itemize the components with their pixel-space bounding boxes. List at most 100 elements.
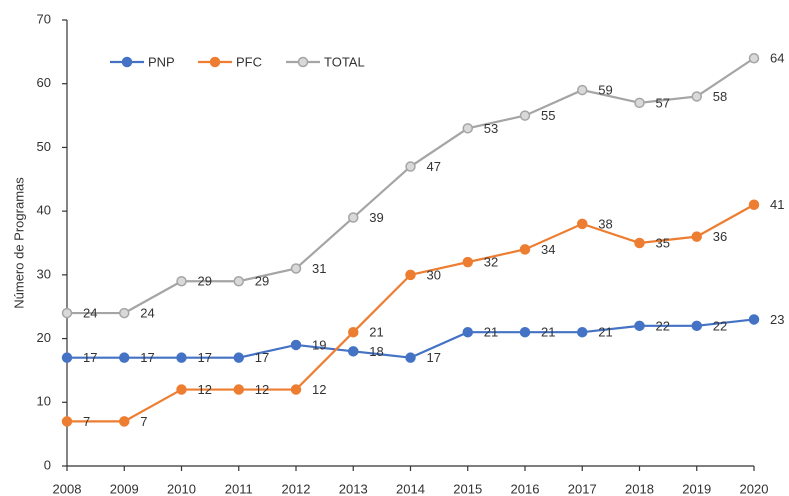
x-tick-label: 2014 [396, 481, 425, 496]
point [119, 416, 130, 427]
point [61, 416, 73, 427]
data-label: 12 [198, 382, 212, 397]
point [119, 352, 130, 363]
point [748, 52, 760, 64]
data-label: 30 [427, 267, 441, 282]
point [61, 352, 73, 363]
point [748, 199, 760, 211]
x-tick-label: 2009 [110, 481, 139, 496]
data-label: 35 [656, 235, 670, 250]
point [691, 231, 702, 242]
point [577, 326, 588, 338]
data-label: 53 [484, 121, 498, 136]
data-label: 47 [427, 159, 441, 174]
data-label: 12 [312, 382, 326, 397]
y-axis-label: Número de Programas [11, 177, 26, 309]
point [519, 244, 531, 255]
point [519, 326, 531, 338]
y-tick-label: 50 [37, 139, 51, 154]
point [119, 307, 130, 319]
point [634, 97, 645, 109]
x-tick-label: 2016 [511, 481, 540, 496]
data-label: 64 [770, 51, 784, 66]
x-tick-label: 2013 [339, 481, 368, 496]
data-label: 58 [713, 89, 727, 104]
data-label: 21 [484, 325, 498, 340]
series-line [67, 203, 755, 423]
data-label: 23 [770, 312, 784, 327]
data-label: 29 [255, 274, 269, 289]
data-label: 24 [140, 306, 154, 321]
data-label: 18 [369, 344, 383, 359]
data-label: 12 [255, 382, 269, 397]
data-label: 41 [770, 197, 784, 212]
data-label: 39 [369, 210, 383, 225]
data-label: 36 [713, 229, 727, 244]
data-label: 17 [427, 350, 441, 365]
data-label: 17 [198, 350, 212, 365]
data-label: 7 [83, 414, 90, 429]
data-label: 24 [83, 306, 97, 321]
point [462, 256, 473, 268]
data-label: 17 [140, 350, 154, 365]
point [577, 84, 588, 96]
y-tick-label: 0 [44, 457, 51, 472]
legend-marker [297, 56, 309, 68]
data-label: 32 [484, 255, 498, 270]
x-tick-label: 2008 [53, 481, 82, 496]
data-label: 57 [656, 95, 670, 110]
x-tick-label: 2012 [282, 481, 311, 496]
point [748, 314, 760, 325]
y-tick-label: 40 [37, 203, 51, 218]
y-tick-label: 60 [37, 75, 51, 90]
point [290, 263, 302, 274]
data-label: 7 [140, 414, 147, 429]
data-label: 38 [598, 216, 612, 231]
point [176, 352, 187, 363]
point [462, 326, 473, 338]
legend-label: PNP [148, 54, 175, 69]
y-tick-label: 30 [37, 266, 51, 281]
x-tick-label: 2019 [682, 481, 711, 496]
point [405, 161, 416, 172]
x-tick-label: 2011 [225, 481, 253, 496]
data-label: 21 [598, 325, 612, 340]
series-line [67, 318, 755, 359]
data-label: 31 [312, 261, 326, 276]
point [405, 269, 416, 281]
data-label: 22 [656, 318, 670, 333]
point [691, 320, 702, 332]
data-label: 17 [255, 350, 269, 365]
data-label: 29 [198, 274, 212, 289]
y-tick-label: 70 [37, 11, 51, 26]
point [405, 352, 416, 363]
point [233, 275, 244, 287]
point [691, 91, 702, 102]
x-tick-label: 2020 [740, 481, 769, 496]
x-tick-label: 2017 [568, 481, 597, 496]
legend-label: PFC [236, 54, 262, 69]
data-label: 34 [541, 242, 555, 257]
point [233, 352, 244, 363]
data-label: 22 [713, 318, 727, 333]
x-tick-label: 2010 [167, 481, 196, 496]
x-tick-label: 2015 [453, 481, 482, 496]
data-label: 21 [541, 325, 555, 340]
point [634, 237, 645, 249]
point [176, 275, 187, 287]
point [348, 346, 359, 357]
point [577, 218, 588, 230]
legend-marker [121, 56, 133, 68]
point [462, 123, 473, 134]
point [233, 384, 244, 395]
point [348, 212, 359, 223]
point [519, 110, 531, 121]
point [290, 384, 302, 395]
x-tick-label: 2018 [625, 481, 654, 496]
legend-marker [209, 56, 221, 68]
data-label: 21 [369, 325, 383, 340]
point [290, 339, 302, 351]
y-tick-label: 10 [37, 394, 51, 409]
point [348, 326, 359, 338]
